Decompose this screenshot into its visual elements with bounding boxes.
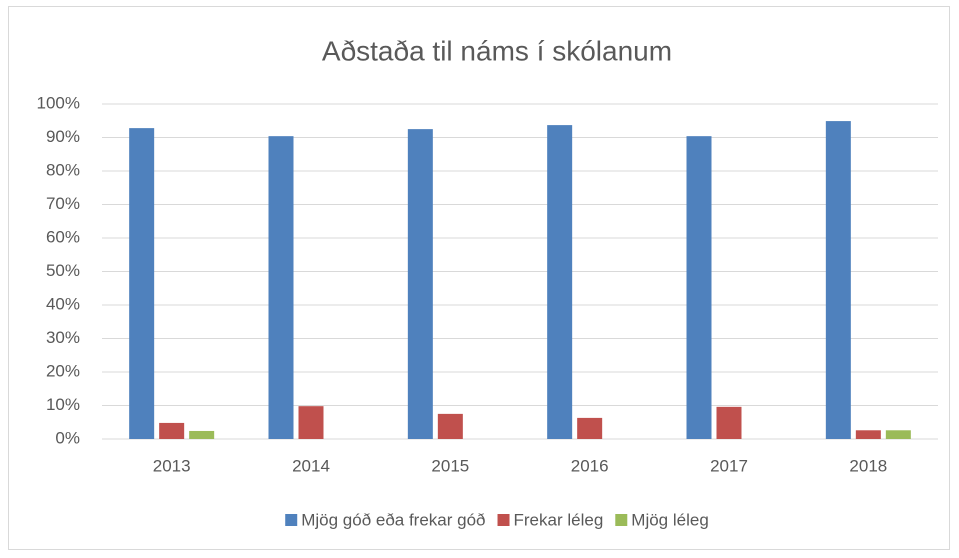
x-tick-label: 2018 [849,456,887,475]
bar [189,430,215,439]
legend-label: Mjög léleg [631,510,709,529]
x-tick-label: 2017 [710,456,748,475]
bar [407,129,433,439]
y-tick-label: 80% [46,160,80,179]
legend-swatch [615,514,628,526]
bar [437,413,463,439]
x-tick-label: 2014 [292,456,330,475]
x-tick-label: 2013 [153,456,191,475]
chart-title: Aðstaða til náms í skólanum [322,35,672,66]
y-tick-label: 90% [46,127,80,146]
chart-border [8,6,950,550]
y-tick-label: 50% [46,261,80,280]
bar [885,430,911,439]
bar [129,128,155,439]
bar [268,136,294,439]
y-tick-label: 100% [37,93,80,112]
legend-label: Mjög góð eða frekar góð [301,510,485,529]
y-tick-label: 40% [46,294,80,313]
legend-swatch [497,514,510,526]
x-tick-label: 2016 [571,456,609,475]
bar [855,430,881,439]
legend-swatch [285,514,298,526]
x-tick-label: 2015 [431,456,469,475]
y-tick-label: 70% [46,194,80,213]
bar [547,125,573,439]
bar [159,422,185,439]
bar [825,121,851,440]
y-tick-label: 0% [55,428,80,447]
bar [298,406,324,439]
bar [716,406,742,439]
y-tick-label: 30% [46,328,80,347]
y-tick-label: 60% [46,227,80,246]
bar [686,136,712,439]
y-tick-label: 20% [46,361,80,380]
legend-label: Frekar léleg [514,510,604,529]
bar [577,417,603,439]
y-tick-label: 10% [46,395,80,414]
